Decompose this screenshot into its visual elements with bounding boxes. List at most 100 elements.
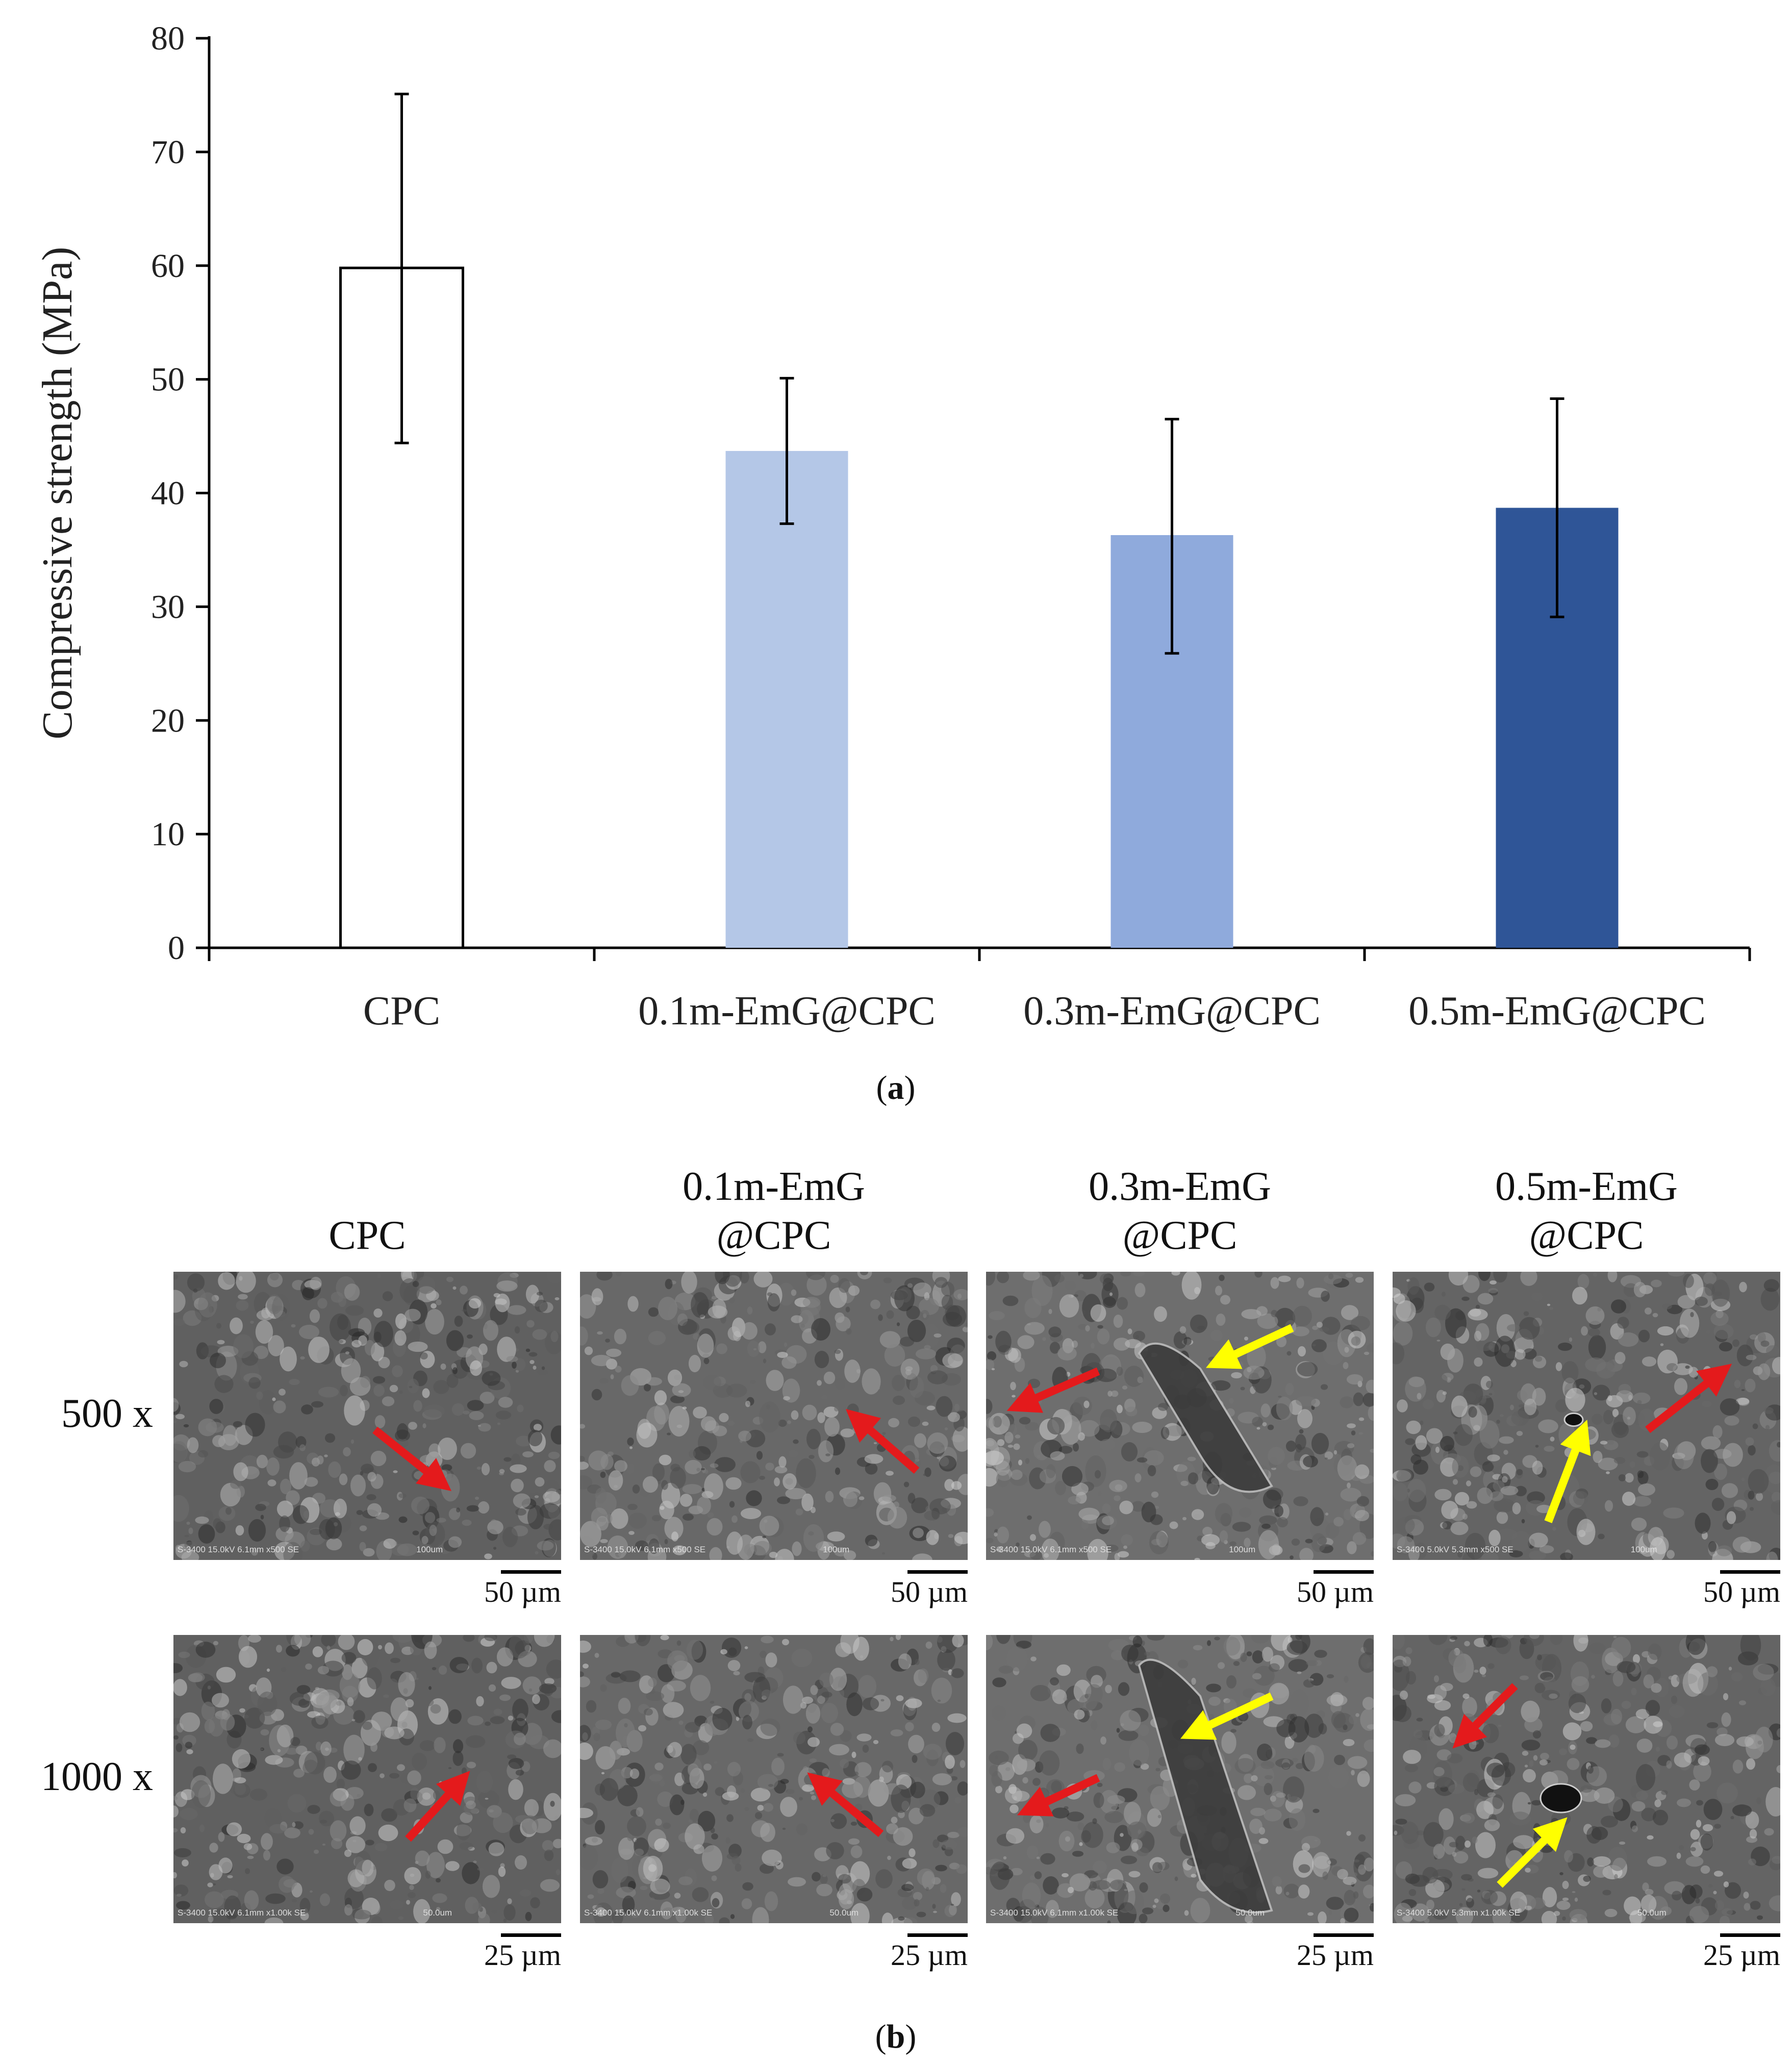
sem-scale-bar-line bbox=[907, 1570, 968, 1574]
y-tick-label: 0 bbox=[168, 929, 185, 967]
sem-column-title-line2: @CPC bbox=[716, 1213, 831, 1258]
sem-scale-bar-line bbox=[1720, 1933, 1780, 1937]
sem-texture bbox=[1393, 1635, 1780, 1923]
sem-column-title: 0.5m-EmG @CPC bbox=[1393, 1162, 1780, 1260]
sem-instrument-settings: S-3400 15.0kV 6.1mm x1.00k SE bbox=[990, 1908, 1119, 1918]
compressive-strength-chart: 0 10 20 30 40 50 60 70 80 Compressive strength (M… bbox=[34, 20, 1751, 1034]
sem-instrument-settings: S-3400 15.0kV 6.1mm x1.00k SE bbox=[178, 1908, 306, 1918]
red-arrow bbox=[372, 1426, 451, 1491]
sem-column-title-line1 bbox=[173, 1162, 561, 1211]
sem-micrograph: S-3400 5.0kV 5.3mm x500 SE 100um bbox=[1393, 1272, 1780, 1560]
sem-column-title: 0.3m-EmG @CPC bbox=[986, 1162, 1374, 1260]
sem-micrograph: S-3400 15.0kV 6.1mm x500 SE 100um bbox=[986, 1272, 1374, 1560]
sem-micrograph: S-3400 15.0kV 6.1mm x1.00k SE 50.0um bbox=[173, 1635, 561, 1923]
sem-instrument-scale: 100um bbox=[823, 1545, 850, 1554]
sem-scale-bar-line bbox=[1720, 1570, 1780, 1574]
sem-instrument-caption: S-3400 15.0kV 6.1mm x1.00k SE 50.0um bbox=[990, 1908, 1265, 1918]
yellow-arrow bbox=[1180, 1692, 1274, 1740]
sem-scale-bar-line bbox=[907, 1933, 968, 1937]
sem-column-title-line2: @CPC bbox=[1529, 1213, 1644, 1258]
red-arrow bbox=[1006, 1367, 1100, 1413]
y-tick-label: 30 bbox=[151, 588, 185, 625]
red-arrow bbox=[845, 1409, 920, 1474]
sem-micrograph: S-3400 15.0kV 6.1mm x500 SE 100um bbox=[580, 1272, 968, 1560]
sem-column-title-line1: 0.1m-EmG bbox=[683, 1164, 865, 1209]
chart-bars bbox=[339, 266, 1619, 949]
sem-column-title: 0.1m-EmG @CPC bbox=[580, 1162, 968, 1260]
chart-labels: 0 10 20 30 40 50 60 70 80 Compressive strength (M… bbox=[34, 20, 1706, 1034]
sem-instrument-caption: S-3400 5.0kV 5.3mm x500 SE 100um bbox=[1397, 1545, 1657, 1555]
sem-column-title-line1: 0.5m-EmG bbox=[1495, 1164, 1678, 1209]
red-arrow bbox=[1017, 1774, 1100, 1817]
sem-scale-bar-label: 25 µm bbox=[1296, 1938, 1374, 1972]
sem-column-title-line1: 0.3m-EmG bbox=[1089, 1164, 1271, 1209]
sem-scale-bar: 25 µm bbox=[1256, 1933, 1374, 1973]
y-tick-label: 40 bbox=[151, 475, 185, 512]
sem-scale-bar-line bbox=[501, 1933, 561, 1937]
sem-micrograph: S-3400 15.0kV 6.1mm x500 SE 100um bbox=[173, 1272, 561, 1560]
sem-row-label: 1000 x bbox=[41, 1754, 153, 1799]
sem-scale-bar: 50 µm bbox=[850, 1570, 968, 1609]
sem-texture bbox=[1393, 1272, 1780, 1560]
x-tick-label: CPC bbox=[363, 989, 440, 1034]
sem-texture bbox=[173, 1272, 561, 1560]
sem-scale-bar: 50 µm bbox=[1663, 1570, 1780, 1609]
y-axis-title: Compressive strength (MPa) bbox=[34, 247, 81, 740]
sem-instrument-caption: S-3400 15.0kV 6.1mm x500 SE 100um bbox=[178, 1545, 443, 1555]
sem-instrument-scale: 50.0um bbox=[423, 1908, 452, 1918]
sem-row-label: 500 x bbox=[61, 1391, 153, 1436]
sem-instrument-scale: 100um bbox=[416, 1545, 443, 1554]
sem-scale-bar-label: 25 µm bbox=[1703, 1938, 1780, 1972]
red-arrow bbox=[405, 1771, 470, 1842]
chart-axes bbox=[196, 36, 1751, 961]
sem-texture bbox=[986, 1635, 1374, 1923]
sem-instrument-scale: 100um bbox=[1630, 1545, 1657, 1554]
sem-scale-bar-label: 50 µm bbox=[484, 1575, 561, 1608]
bar-0-1m-emg-cpc bbox=[725, 451, 848, 948]
x-tick-label: 0.3m-EmG@CPC bbox=[1023, 989, 1321, 1034]
sem-scale-bar-line bbox=[1314, 1570, 1374, 1574]
sem-instrument-settings: S-3400 5.0kV 5.3mm x1.00k SE bbox=[1397, 1908, 1520, 1918]
y-tick-label: 80 bbox=[151, 20, 185, 57]
sem-instrument-settings: S-3400 15.0kV 6.1mm x500 SE bbox=[990, 1545, 1112, 1554]
sem-instrument-caption: S-3400 5.0kV 5.3mm x1.00k SE 50.0um bbox=[1397, 1908, 1667, 1918]
sem-scale-bar-label: 50 µm bbox=[1703, 1575, 1780, 1608]
sem-micrograph: S-3400 15.0kV 6.1mm x1.00k SE 50.0um bbox=[986, 1635, 1374, 1923]
chart-error-bars bbox=[394, 92, 1564, 655]
sem-scale-bar: 25 µm bbox=[850, 1933, 968, 1973]
sem-column-title: CPC bbox=[173, 1162, 561, 1260]
sem-scale-bar: 25 µm bbox=[1663, 1933, 1780, 1973]
x-tick-label: 0.5m-EmG@CPC bbox=[1408, 989, 1706, 1034]
red-arrow bbox=[1645, 1364, 1732, 1433]
yellow-arrow bbox=[1205, 1324, 1294, 1369]
sem-scale-bar-label: 50 µm bbox=[890, 1575, 968, 1608]
sem-instrument-caption: S-3400 15.0kV 6.1mm x500 SE 100um bbox=[584, 1545, 849, 1555]
red-arrow bbox=[807, 1772, 884, 1837]
sem-texture bbox=[173, 1635, 561, 1923]
sem-texture bbox=[580, 1635, 968, 1923]
sem-column-title-line2: CPC bbox=[329, 1213, 406, 1258]
sem-scale-bar: 25 µm bbox=[444, 1933, 561, 1973]
sem-scale-bar: 50 µm bbox=[1256, 1570, 1374, 1609]
sem-texture bbox=[986, 1272, 1374, 1560]
sem-scale-bar-line bbox=[1314, 1933, 1374, 1937]
sem-scale-bar-label: 25 µm bbox=[484, 1938, 561, 1972]
sem-micrograph: S-3400 15.0kV 6.1mm x1.00k SE 50.0um bbox=[580, 1635, 968, 1923]
sem-texture bbox=[580, 1272, 968, 1560]
red-arrow bbox=[1452, 1683, 1518, 1749]
sem-column-title-line2: @CPC bbox=[1122, 1213, 1238, 1258]
sem-scale-bar-label: 50 µm bbox=[1296, 1575, 1374, 1608]
sem-scale-bar: 50 µm bbox=[444, 1570, 561, 1609]
sem-instrument-scale: 100um bbox=[1229, 1545, 1256, 1554]
sem-instrument-settings: S-3400 15.0kV 6.1mm x500 SE bbox=[178, 1545, 299, 1554]
y-tick-label: 20 bbox=[151, 702, 185, 739]
sem-instrument-caption: S-3400 15.0kV 6.1mm x500 SE 100um bbox=[990, 1545, 1255, 1555]
sem-instrument-scale: 50.0um bbox=[1637, 1908, 1667, 1918]
sem-instrument-settings: S-3400 5.0kV 5.3mm x500 SE bbox=[1397, 1545, 1513, 1554]
sem-instrument-settings: S-3400 15.0kV 6.1mm x500 SE bbox=[584, 1545, 706, 1554]
sem-instrument-scale: 50.0um bbox=[829, 1908, 859, 1918]
yellow-arrow bbox=[1544, 1420, 1591, 1523]
y-tick-label: 70 bbox=[151, 134, 185, 171]
yellow-arrow bbox=[1497, 1817, 1568, 1888]
y-tick-label: 10 bbox=[151, 816, 185, 853]
